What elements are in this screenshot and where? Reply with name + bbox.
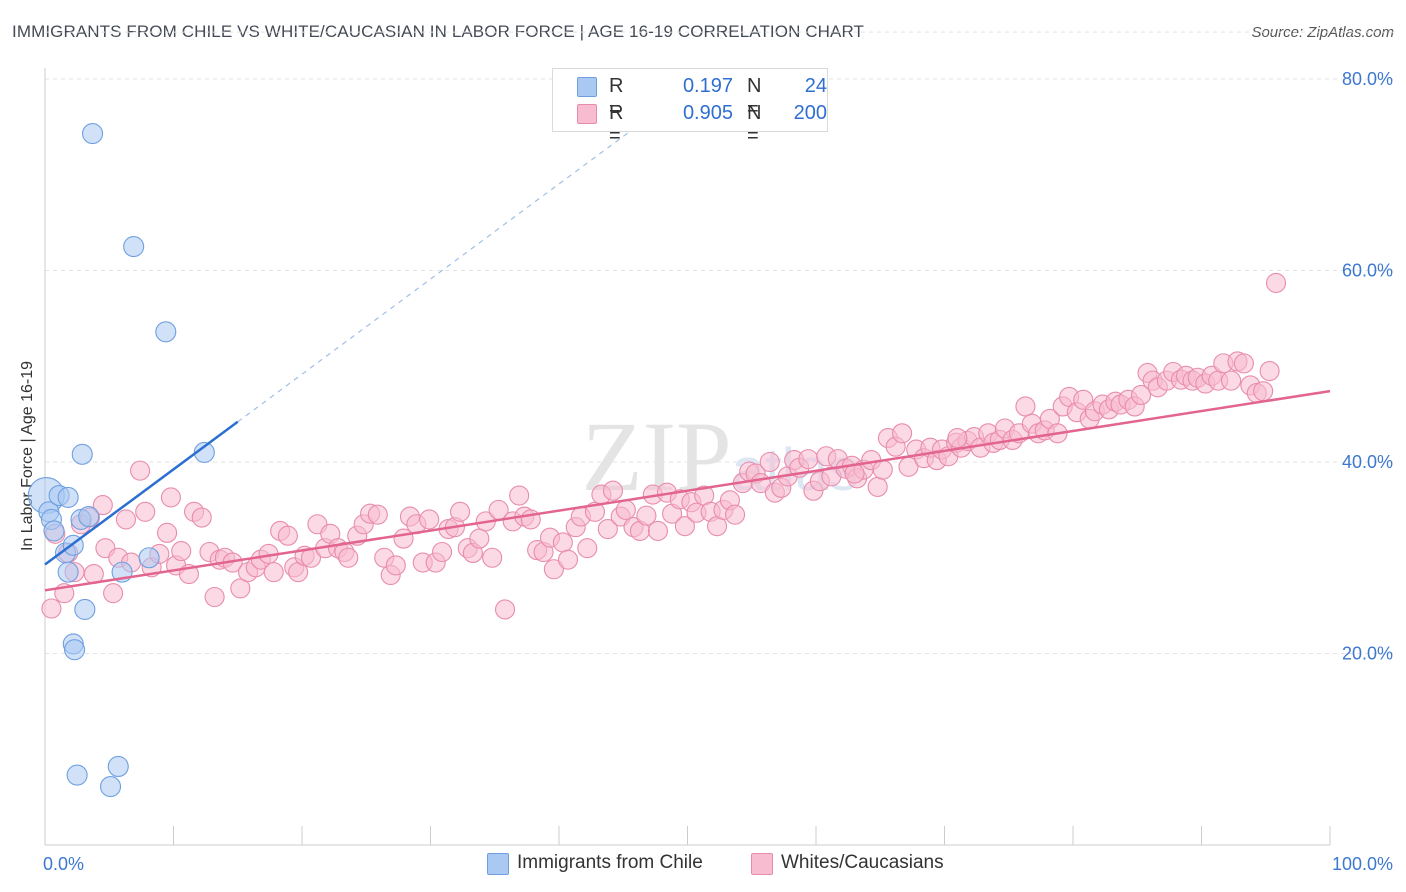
legend-n-label: N = — [747, 75, 762, 120]
point-whites — [277, 525, 298, 546]
point-whites — [615, 499, 636, 520]
y-tick-labels: 20.0% 40.0% 60.0% 80.0% — [1342, 69, 1393, 664]
chart-source: Source: ZipAtlas.com — [1251, 24, 1394, 41]
point-whites — [947, 428, 968, 449]
point-whites — [338, 547, 359, 568]
trend-line-whites — [44, 389, 1331, 592]
point-chile — [99, 776, 122, 798]
point-whites — [1259, 360, 1280, 382]
point-chile — [57, 486, 79, 508]
point-whites — [543, 559, 564, 580]
point-chile — [43, 520, 65, 542]
y-tick-label: 60.0% — [1342, 261, 1393, 281]
point-chile — [64, 639, 86, 661]
legend-n-label: N = — [747, 102, 762, 147]
point-whites — [263, 562, 284, 583]
point-whites — [892, 423, 913, 444]
x-tick-label: 0.0% — [43, 854, 84, 874]
trend-lines — [44, 126, 1331, 592]
point-chile — [74, 598, 96, 621]
x-tick-labels: 0.0% 100.0% — [43, 854, 1393, 874]
point-whites — [798, 449, 819, 470]
point-whites — [135, 501, 156, 522]
point-whites — [367, 504, 388, 525]
trend-line-chile — [44, 420, 239, 566]
point-whites — [674, 516, 695, 537]
bottom-legend-swatch-chile — [487, 853, 509, 875]
y-tick-label: 40.0% — [1342, 452, 1393, 472]
point-whites — [191, 507, 212, 528]
bottom-legend-label-chile: Immigrants from Chile — [517, 852, 703, 873]
point-chile — [66, 764, 88, 786]
stats-legend: R = 0.197 N = 24 R = 0.905 N = 200 — [552, 68, 828, 147]
point-chile — [57, 561, 79, 583]
point-chile — [123, 236, 145, 258]
point-chile — [71, 443, 93, 465]
legend-swatch-whites — [577, 104, 597, 124]
point-whites — [1265, 272, 1287, 293]
point-whites — [450, 501, 471, 522]
point-whites — [171, 540, 192, 562]
point-whites — [103, 583, 124, 604]
y-tick-label: 80.0% — [1342, 69, 1393, 89]
point-whites — [872, 459, 893, 480]
point-whites — [494, 599, 516, 620]
point-whites — [160, 487, 181, 508]
x-tick-label: 100.0% — [1332, 854, 1393, 874]
legend-n-value: 200 — [793, 102, 827, 124]
point-whites — [157, 522, 178, 543]
legend-r-value: 0.197 — [682, 75, 733, 97]
point-chile — [138, 547, 160, 569]
legend-n-value: 24 — [804, 75, 827, 97]
point-whites — [130, 460, 151, 481]
point-chile — [155, 321, 177, 343]
point-whites — [432, 541, 453, 563]
point-whites — [41, 598, 62, 619]
point-whites — [469, 528, 490, 549]
point-whites — [419, 509, 440, 530]
legend-r-label: R = — [609, 102, 624, 147]
point-whites — [115, 509, 137, 530]
point-whites — [1221, 370, 1242, 391]
point-whites — [1131, 384, 1152, 406]
point-whites — [636, 505, 657, 526]
point-whites — [1253, 381, 1274, 402]
point-whites — [557, 549, 579, 570]
point-whites — [92, 495, 113, 516]
point-chile — [107, 755, 129, 778]
axes — [44, 68, 1331, 846]
point-whites — [482, 547, 503, 568]
point-whites — [1233, 353, 1254, 374]
point-whites — [867, 476, 888, 497]
data-points — [27, 123, 1287, 798]
point-whites — [509, 485, 530, 506]
point-chile — [78, 506, 100, 528]
point-whites — [577, 538, 598, 559]
chart-title: IMMIGRANTS FROM CHILE VS WHITE/CAUCASIAN… — [12, 22, 865, 41]
legend-r-value: 0.905 — [682, 102, 733, 124]
legend-r-label: R = — [609, 75, 624, 120]
point-whites — [204, 586, 225, 608]
point-whites — [647, 520, 668, 541]
point-whites — [385, 555, 406, 576]
point-whites — [724, 504, 746, 525]
legend-swatch-chile — [577, 77, 597, 97]
point-whites — [230, 578, 251, 599]
bottom-legend-label-whites: Whites/Caucasians — [781, 852, 944, 873]
point-whites — [552, 532, 573, 553]
bottom-legend-swatch-whites — [751, 853, 773, 875]
trend-line-chile-extension — [237, 126, 637, 423]
point-chile — [81, 123, 104, 145]
point-whites — [597, 518, 618, 540]
point-whites — [602, 480, 624, 501]
y-tick-label: 20.0% — [1342, 644, 1393, 664]
point-whites — [1015, 396, 1036, 417]
point-whites — [759, 451, 780, 473]
